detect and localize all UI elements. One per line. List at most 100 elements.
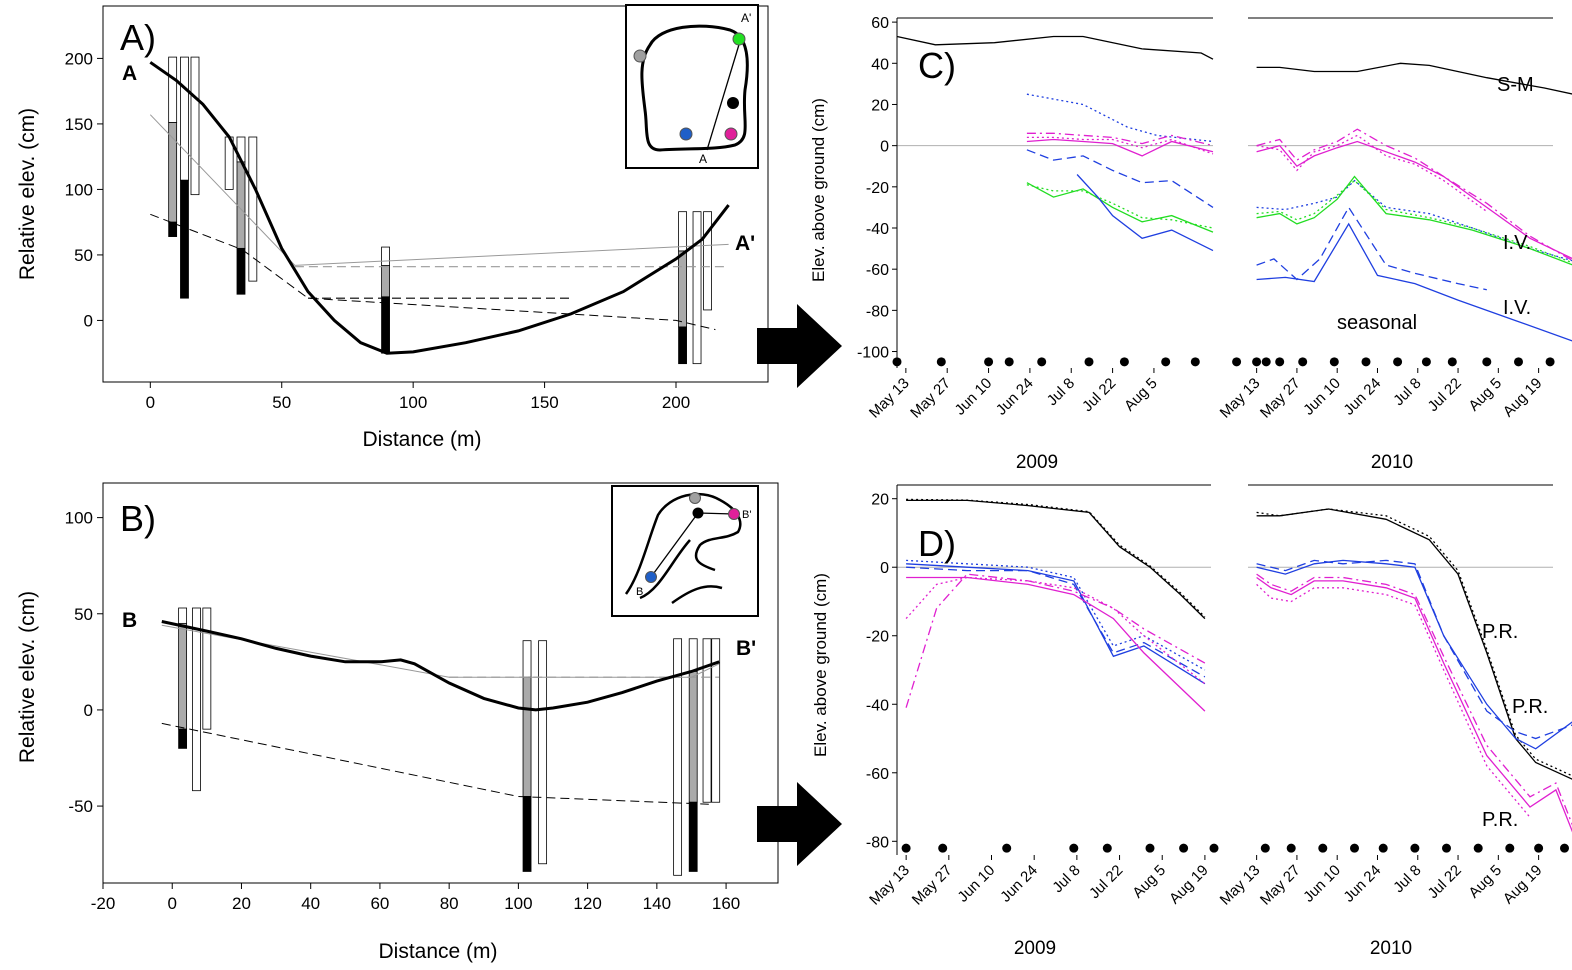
- sampling-date-dot: [1447, 357, 1457, 367]
- well-casing: [192, 607, 201, 792]
- sampling-date-dot: [1102, 843, 1112, 853]
- panel-a-inset-dot-grey: [633, 49, 647, 63]
- panel-d-year-2010: 2010: [1370, 938, 1412, 959]
- sampling-date-dot: [1421, 357, 1431, 367]
- sampling-date-dot: [1350, 843, 1359, 853]
- panel-a-plot-area: [149, 56, 730, 365]
- y-tick-label: 60: [871, 15, 889, 32]
- sampling-date-dot: [1261, 357, 1271, 367]
- grey-trend-line: [149, 114, 729, 266]
- panel-d-annotation-pr-lower: P.R.: [1482, 809, 1518, 831]
- sampling-date-dot: [1378, 843, 1388, 853]
- well-grey-section: [522, 676, 532, 797]
- panel-c-annotation-seasonal: seasonal: [1337, 312, 1417, 334]
- panel-a-frame: [102, 5, 769, 383]
- x-tick-label: 140: [643, 894, 671, 913]
- panel-b-frame: [102, 482, 779, 884]
- well-black-section: [678, 326, 687, 365]
- y-tick-label: 200: [65, 49, 93, 68]
- series-line-2010: [1256, 559, 1572, 750]
- panel-b-inset-dot-blue: [645, 571, 657, 583]
- panel-b-x-ticks: -20 0 20 40 60 80 100 120 140 160: [91, 883, 740, 913]
- y-tick-label: 20: [871, 492, 889, 509]
- x-tick-label: Aug 5: [1129, 862, 1169, 902]
- x-tick-label: 150: [530, 393, 558, 412]
- x-tick-label: Jun 10: [1300, 375, 1344, 419]
- series-line-2009: [906, 498, 1206, 618]
- series-line-2009: [896, 35, 1214, 60]
- panel-a-inset-dot-black: [727, 97, 739, 109]
- x-tick-label: May 13: [1217, 862, 1264, 909]
- well-casing: [248, 136, 258, 282]
- y-tick-label: 50: [74, 246, 93, 265]
- panel-b-letter: B): [120, 498, 156, 539]
- panel-b-x-axis-label: Distance (m): [378, 940, 497, 963]
- panel-a-inset-map: A' A: [625, 4, 759, 169]
- y-tick-label: -50: [68, 797, 93, 816]
- panel-b-y-ticks: 100 50 0 -50: [65, 509, 103, 816]
- x-tick-label: Jul 8: [1390, 375, 1424, 409]
- panel-b-inset-label-end: B': [742, 509, 751, 521]
- y-tick-label: 0: [84, 311, 93, 330]
- well-casing: [678, 211, 687, 252]
- panel-a-inset-dot-magenta: [724, 127, 738, 141]
- x-tick-label: 60: [370, 894, 389, 913]
- series-line-2010: [1256, 576, 1572, 833]
- well-casing: [522, 640, 532, 678]
- y-tick-label: 0: [880, 139, 889, 156]
- series-line-2010: [1256, 573, 1572, 826]
- well-grey-section: [688, 671, 698, 803]
- sampling-date-dot: [1473, 843, 1483, 853]
- panel-a-x-axis-label: Distance (m): [362, 428, 481, 451]
- panel-b-inset-frame: [611, 485, 759, 617]
- series-line-2010: [1256, 559, 1572, 740]
- series-line-2010: [1256, 179, 1572, 264]
- x-tick-label: May 27: [909, 862, 956, 909]
- series-line-2009: [1026, 138, 1214, 157]
- x-tick-label: 20: [232, 894, 251, 913]
- well-casing: [178, 607, 188, 624]
- panel-b-inset-transect-line-1: [650, 512, 699, 578]
- x-tick-label: 120: [573, 894, 601, 913]
- panel-a-inset-lake-outline: [640, 24, 749, 152]
- panel-c-year-2009: 2009: [1016, 452, 1058, 473]
- series-line-2009: [905, 573, 1206, 708]
- panel-b-start-label: B: [122, 609, 137, 632]
- panel-a-inset-dot-green: [732, 32, 746, 46]
- series-line-2009: [1076, 174, 1214, 252]
- well-casing: [711, 638, 721, 803]
- sampling-date-dot: [1329, 357, 1339, 367]
- series-line-2009: [906, 566, 1206, 678]
- sampling-date-dot: [984, 357, 994, 367]
- series-line-2010: [1256, 206, 1487, 291]
- series-line-2009: [1026, 136, 1214, 155]
- x-tick-label: Jun 10: [952, 375, 996, 419]
- panel-b-inset-transect-line-2: [697, 512, 735, 515]
- series-line-2010: [1256, 128, 1572, 262]
- x-tick-label: 0: [146, 393, 155, 412]
- y-tick-label: -20: [866, 629, 889, 646]
- well-black-section: [522, 796, 532, 872]
- panel-d-annotation-pr-middle: P.R.: [1512, 696, 1548, 718]
- series-line-2010: [1256, 583, 1531, 818]
- x-tick-label: Jun 24: [1340, 375, 1384, 419]
- well-casing: [702, 638, 712, 803]
- x-tick-label: Jul 22: [1086, 862, 1126, 902]
- sampling-date-dot: [1002, 843, 1012, 853]
- panel-a-y-axis-label: Relative elev. (cm): [16, 108, 39, 280]
- sampling-date-dot: [1232, 357, 1242, 367]
- series-line-2010: [1256, 62, 1572, 95]
- sampling-date-dot: [936, 357, 946, 367]
- panel-a-x-ticks: 0 50 100 150 200: [146, 382, 690, 412]
- x-tick-label: Jul 22: [1425, 862, 1465, 902]
- panel-a-inset-label-end: A': [741, 11, 751, 25]
- sampling-date-dot: [1190, 357, 1200, 367]
- sampling-date-dot: [1410, 843, 1420, 853]
- arrow-a-to-c: [757, 304, 842, 388]
- ground-profile-line: [161, 620, 720, 712]
- well-grey-section: [381, 265, 390, 298]
- x-tick-label: May 27: [907, 375, 954, 422]
